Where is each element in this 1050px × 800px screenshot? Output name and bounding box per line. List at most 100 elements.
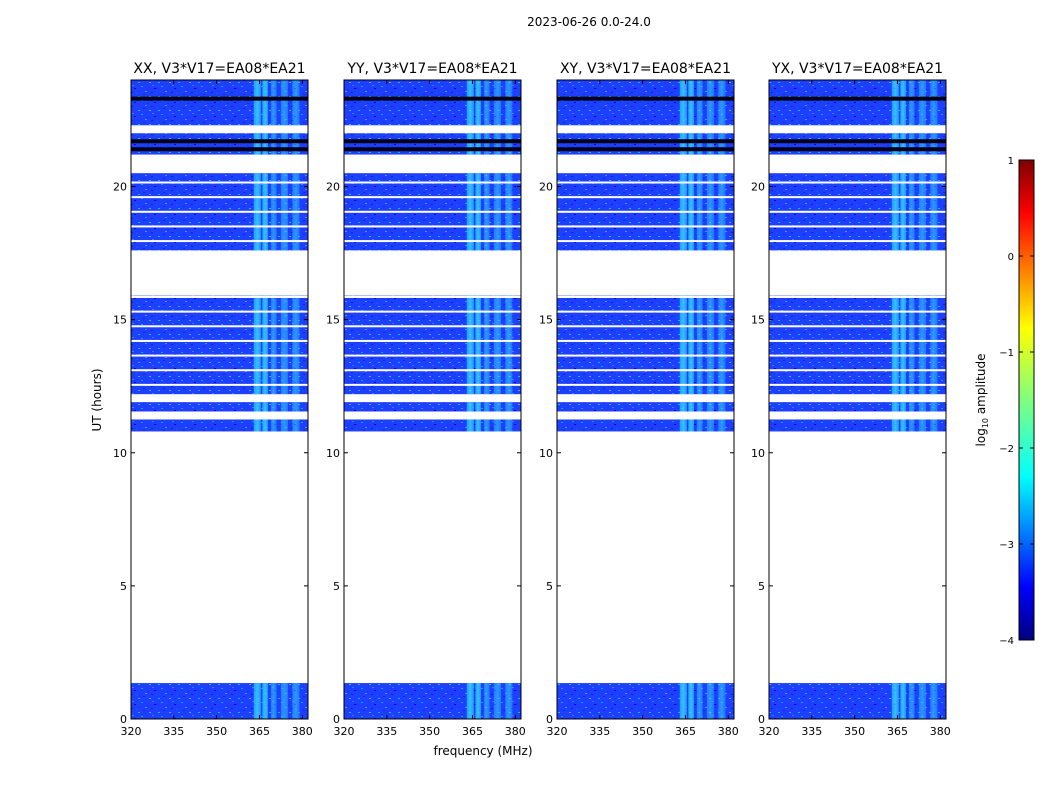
panel-yy: YY, V3*V17=EA08*EA21 320 335 350 365 380 0 5 10 1… (326, 61, 526, 738)
y-tick-label: 5 (120, 580, 127, 593)
rfi-channel (696, 80, 703, 126)
rfi-channel (262, 419, 269, 432)
rfi-channel (466, 133, 474, 155)
flag-row (131, 354, 308, 357)
y-tick-label: 15 (539, 314, 553, 327)
rfi-channel (696, 133, 703, 155)
colorbar-tick-label: −4 (999, 636, 1014, 647)
rfi-channel (908, 80, 915, 126)
colorbar-ticks: 1 0 −1 −2 −3 −4 (999, 156, 1034, 647)
rfi-channel (918, 295, 927, 395)
rfi-channel (270, 80, 277, 126)
data-block (344, 80, 521, 126)
x-tick-label: 335 (589, 725, 610, 738)
rfi-channel (696, 295, 703, 395)
panel-xy: XY, V3*V17=EA08*EA21 320 335 350 365 380 0 5 10 1… (539, 61, 739, 738)
rfi-channel (475, 80, 482, 126)
flag-row (344, 339, 521, 342)
rfi-channel (930, 683, 938, 719)
dark-band (131, 147, 308, 152)
data-block (131, 683, 308, 719)
rfi-channel (475, 133, 482, 155)
flag-row (131, 383, 308, 386)
rfi-channel (679, 402, 687, 412)
rfi-channel (292, 133, 300, 155)
y-tick-label: 20 (539, 181, 553, 194)
rfi-channel (466, 419, 474, 432)
colorbar-tick-label: −1 (999, 348, 1014, 359)
x-axis-label: frequency (MHz) (433, 744, 532, 758)
flag-row (344, 354, 521, 357)
rfi-channel (908, 133, 915, 155)
rfi-channel (679, 295, 687, 395)
rfi-channel (292, 402, 300, 412)
x-tick-label: 380 (292, 725, 313, 738)
x-tick-label: 380 (718, 725, 739, 738)
rfi-channel (908, 402, 915, 412)
flag-row (131, 295, 308, 298)
figure-title: 2023-06-26 0.0-24.0 (527, 15, 651, 29)
y-tick-label: 0 (120, 713, 127, 726)
flag-row (131, 369, 308, 372)
rfi-channel (505, 295, 513, 395)
rfi-channel (505, 419, 513, 432)
rfi-channel (679, 133, 687, 155)
flag-row (769, 339, 946, 342)
flag-row (769, 310, 946, 313)
rfi-channel (292, 419, 300, 432)
dark-band (131, 139, 308, 144)
rfi-channel (262, 683, 269, 719)
y-tick-label: 5 (333, 580, 340, 593)
rfi-channel (930, 80, 938, 126)
y-tick-label: 20 (751, 181, 765, 194)
rfi-channel (718, 683, 726, 719)
rfi-channel (706, 683, 715, 719)
y-tick-label: 5 (758, 580, 765, 593)
flag-row (557, 383, 734, 386)
rfi-channel (891, 402, 899, 412)
x-tick-label: 335 (801, 725, 822, 738)
rfi-channel (930, 133, 938, 155)
dark-band (344, 139, 521, 144)
rfi-channel (505, 402, 513, 412)
colorbar-tick-label: −2 (999, 444, 1014, 455)
flag-row (344, 181, 521, 184)
y-tick-label: 0 (758, 713, 765, 726)
flag-row (344, 196, 521, 199)
flag-row (344, 325, 521, 328)
dark-band (131, 96, 308, 101)
flag-row (557, 354, 734, 357)
rfi-channel (908, 295, 915, 395)
data-block (344, 419, 521, 432)
rfi-channel (718, 80, 726, 126)
flag-row (769, 240, 946, 243)
data-block (131, 402, 308, 412)
rfi-channel (475, 683, 482, 719)
x-tick-label: 365 (249, 725, 270, 738)
panel-title: YY, V3*V17=EA08*EA21 (346, 61, 517, 77)
flag-row (344, 383, 521, 386)
y-tick-label: 0 (546, 713, 553, 726)
flag-row (769, 325, 946, 328)
data-block (769, 80, 946, 126)
colorbar-tick-label: −3 (999, 540, 1014, 551)
colorbar-label: log10 amplitude (974, 354, 990, 447)
flag-row (131, 210, 308, 213)
data-block (131, 80, 308, 126)
rfi-channel (900, 402, 907, 412)
rfi-channel (918, 402, 927, 412)
flag-row (769, 196, 946, 199)
rfi-channel (483, 683, 490, 719)
rfi-channel (679, 683, 687, 719)
rfi-channel (706, 295, 715, 395)
y-tick-label: 10 (539, 447, 553, 460)
x-tick-label: 380 (930, 725, 951, 738)
rfi-channel (696, 419, 703, 432)
colorbar-gradient (1018, 159, 1035, 641)
y-tick-label: 0 (333, 713, 340, 726)
rfi-channel (930, 419, 938, 432)
x-tick-label: 380 (505, 725, 526, 738)
rfi-channel (493, 80, 502, 126)
dark-band (769, 147, 946, 152)
data-block (131, 419, 308, 432)
